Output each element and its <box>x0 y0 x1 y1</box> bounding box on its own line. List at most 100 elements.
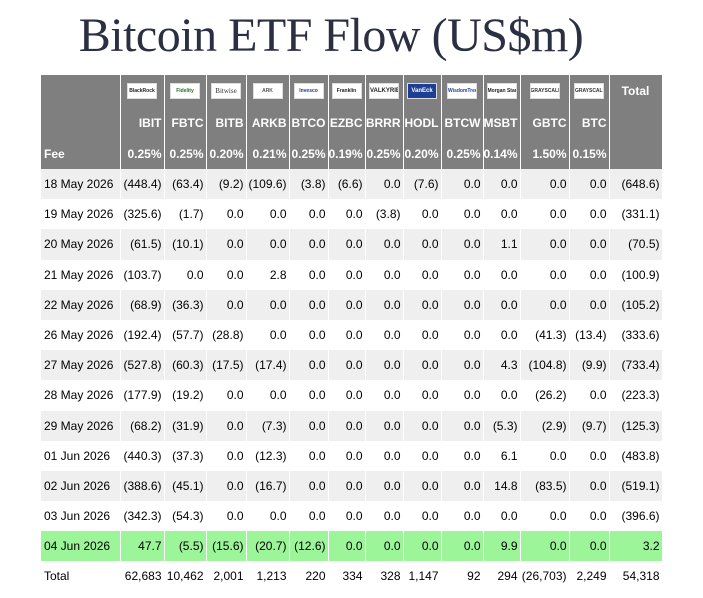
fee-value: 0.25% <box>441 138 484 169</box>
flow-cell: (7.6) <box>403 169 442 200</box>
fund-logo-cell: Invesco <box>289 75 329 107</box>
flow-cell: 0.0 <box>365 319 404 351</box>
flow-cell: (2.9) <box>520 410 570 441</box>
table-row: 04 Jun 2026 47.7 (5.5) (15.6) (20.7) (12.6) 0.… <box>41 531 663 562</box>
flow-cell: 0.0 <box>569 380 610 411</box>
flow-cell: 0.0 <box>206 380 247 411</box>
row-date: 18 May 2026 <box>41 169 121 200</box>
flow-cell: 0.0 <box>246 289 290 320</box>
flow-cell: 0.0 <box>328 350 366 381</box>
table-row: 21 May 2026 (103.7) 0.0 0.0 2.8 0.0 0.0 0.0 0.0 0… <box>41 259 663 290</box>
flow-cell: 0.0 <box>483 289 521 320</box>
flow-cell: 47.7 <box>120 531 165 562</box>
flow-cell: 0.0 <box>365 169 404 200</box>
flow-cell: 0.0 <box>365 440 404 471</box>
flow-cell: 0.0 <box>403 199 442 230</box>
flow-cell: 0.0 <box>328 319 366 351</box>
flow-cell: (6.6) <box>328 169 366 200</box>
fee-value: 0.19% <box>328 138 366 169</box>
flow-cell: 0.0 <box>328 380 366 411</box>
table-row: 01 Jun 2026 (440.3) (37.3) 0.0 (12.3) 0.0 0.0 0… <box>41 440 663 471</box>
flow-cell: (3.8) <box>289 169 329 200</box>
fund-logo-icon: Invesco <box>293 83 324 99</box>
row-date: 21 May 2026 <box>41 259 121 290</box>
row-total: (396.6) <box>609 501 663 532</box>
flow-cell: 0.0 <box>520 199 570 230</box>
flow-cell: 0.0 <box>328 410 366 441</box>
flow-cell: 0.0 <box>403 440 442 471</box>
flow-cell: (26.2) <box>520 380 570 411</box>
flow-cell: 0.0 <box>403 350 442 381</box>
fund-logo-icon: VALKYRIE <box>369 83 399 99</box>
flow-cell: (68.2) <box>120 410 165 441</box>
fund-logo-cell: Bitwise <box>206 75 247 107</box>
row-date: 04 Jun 2026 <box>41 531 121 562</box>
flow-cell: (17.4) <box>246 350 290 381</box>
flow-cell: 0.0 <box>328 259 366 290</box>
row-date: 20 May 2026 <box>41 229 121 260</box>
flow-cell: (12.3) <box>246 440 290 471</box>
flow-cell: 1.1 <box>483 229 521 260</box>
row-date: 26 May 2026 <box>41 319 121 351</box>
row-total: (70.5) <box>609 229 663 260</box>
flow-cell: (12.6) <box>289 531 329 562</box>
logo-header-row: BlackRock Fidelity Bitwise ARK Invesco Frankl… <box>41 75 663 107</box>
flow-cell: 0.0 <box>365 470 404 502</box>
row-date: 28 May 2026 <box>41 380 121 411</box>
flow-cell: 4.3 <box>483 350 521 381</box>
flow-cell: (83.5) <box>520 470 570 502</box>
table-row: 27 May 2026 (527.8) (60.3) (17.5) (17.4) 0.0 0… <box>41 350 663 381</box>
flow-cell: (5.5) <box>164 531 207 562</box>
ticker-header: HODL <box>403 107 442 138</box>
flow-cell: 0.0 <box>483 169 521 200</box>
table-row: 29 May 2026 (68.2) (31.9) 0.0 (7.3) 0.0 0.0 0.0… <box>41 410 663 441</box>
flow-cell: (192.4) <box>120 319 165 351</box>
header-corner-cell <box>41 107 121 138</box>
ticker-header: IBIT <box>120 107 165 138</box>
totals-cell: 1,213 <box>246 561 290 592</box>
flow-cell: 0.0 <box>206 199 247 230</box>
flow-cell: 0.0 <box>328 531 366 562</box>
fund-logo-icon: Morgan Stanley <box>486 83 517 99</box>
table-row: 03 Jun 2026 (342.3) (54.3) 0.0 0.0 0.0 0.0 0.0 0… <box>41 501 663 532</box>
fund-logo-cell: Franklin <box>328 75 366 107</box>
flow-cell: 0.0 <box>328 289 366 320</box>
fund-logo-cell: GRAYSCALE <box>520 75 570 107</box>
flow-cell: 0.0 <box>403 470 442 502</box>
flow-cell: (527.8) <box>120 350 165 381</box>
ticker-header: BTCW <box>441 107 484 138</box>
flow-cell: 0.0 <box>328 199 366 230</box>
page-title: Bitcoin ETF Flow (US$m) <box>78 9 584 62</box>
fee-value: 0.15% <box>569 138 610 169</box>
header-corner-cell <box>41 75 121 107</box>
flow-cell: 0.0 <box>365 229 404 260</box>
fund-logo-cell: ARK <box>246 75 290 107</box>
table-row: 28 May 2026 (177.9) (19.2) 0.0 0.0 0.0 0.0 0.0 0… <box>41 380 663 411</box>
flow-cell: 0.0 <box>483 259 521 290</box>
fund-logo-cell: WisdomTree <box>441 75 484 107</box>
row-date: 03 Jun 2026 <box>41 501 121 532</box>
flow-cell: (17.5) <box>206 350 247 381</box>
flow-cell: (31.9) <box>164 410 207 441</box>
grand-total: 54,318 <box>609 561 663 592</box>
flow-cell: 0.0 <box>328 229 366 260</box>
row-date: 02 Jun 2026 <box>41 470 121 502</box>
totals-cell: 2,249 <box>569 561 610 592</box>
flow-cell: 0.0 <box>441 501 484 532</box>
fund-logo-cell: Morgan Stanley <box>483 75 521 107</box>
totals-cell: 92 <box>441 561 484 592</box>
flow-cell: 0.0 <box>441 229 484 260</box>
table-row: 22 May 2026 (68.9) (36.3) 0.0 0.0 0.0 0.0 0.0 0.… <box>41 289 663 320</box>
flow-cell: (177.9) <box>120 380 165 411</box>
flow-cell: 2.8 <box>246 259 290 290</box>
table-row: 26 May 2026 (192.4) (57.7) (28.8) 0.0 0.0 0.0 0… <box>41 319 663 351</box>
totals-cell: 10,462 <box>164 561 207 592</box>
flow-cell: (19.2) <box>164 380 207 411</box>
fee-value: 0.20% <box>403 138 442 169</box>
fee-value: 0.25% <box>289 138 329 169</box>
flow-cell: 0.0 <box>289 289 329 320</box>
flow-cell: 0.0 <box>328 440 366 471</box>
flow-cell: 0.0 <box>569 470 610 502</box>
flow-cell: 0.0 <box>569 440 610 471</box>
flow-cell: (36.3) <box>164 289 207 320</box>
